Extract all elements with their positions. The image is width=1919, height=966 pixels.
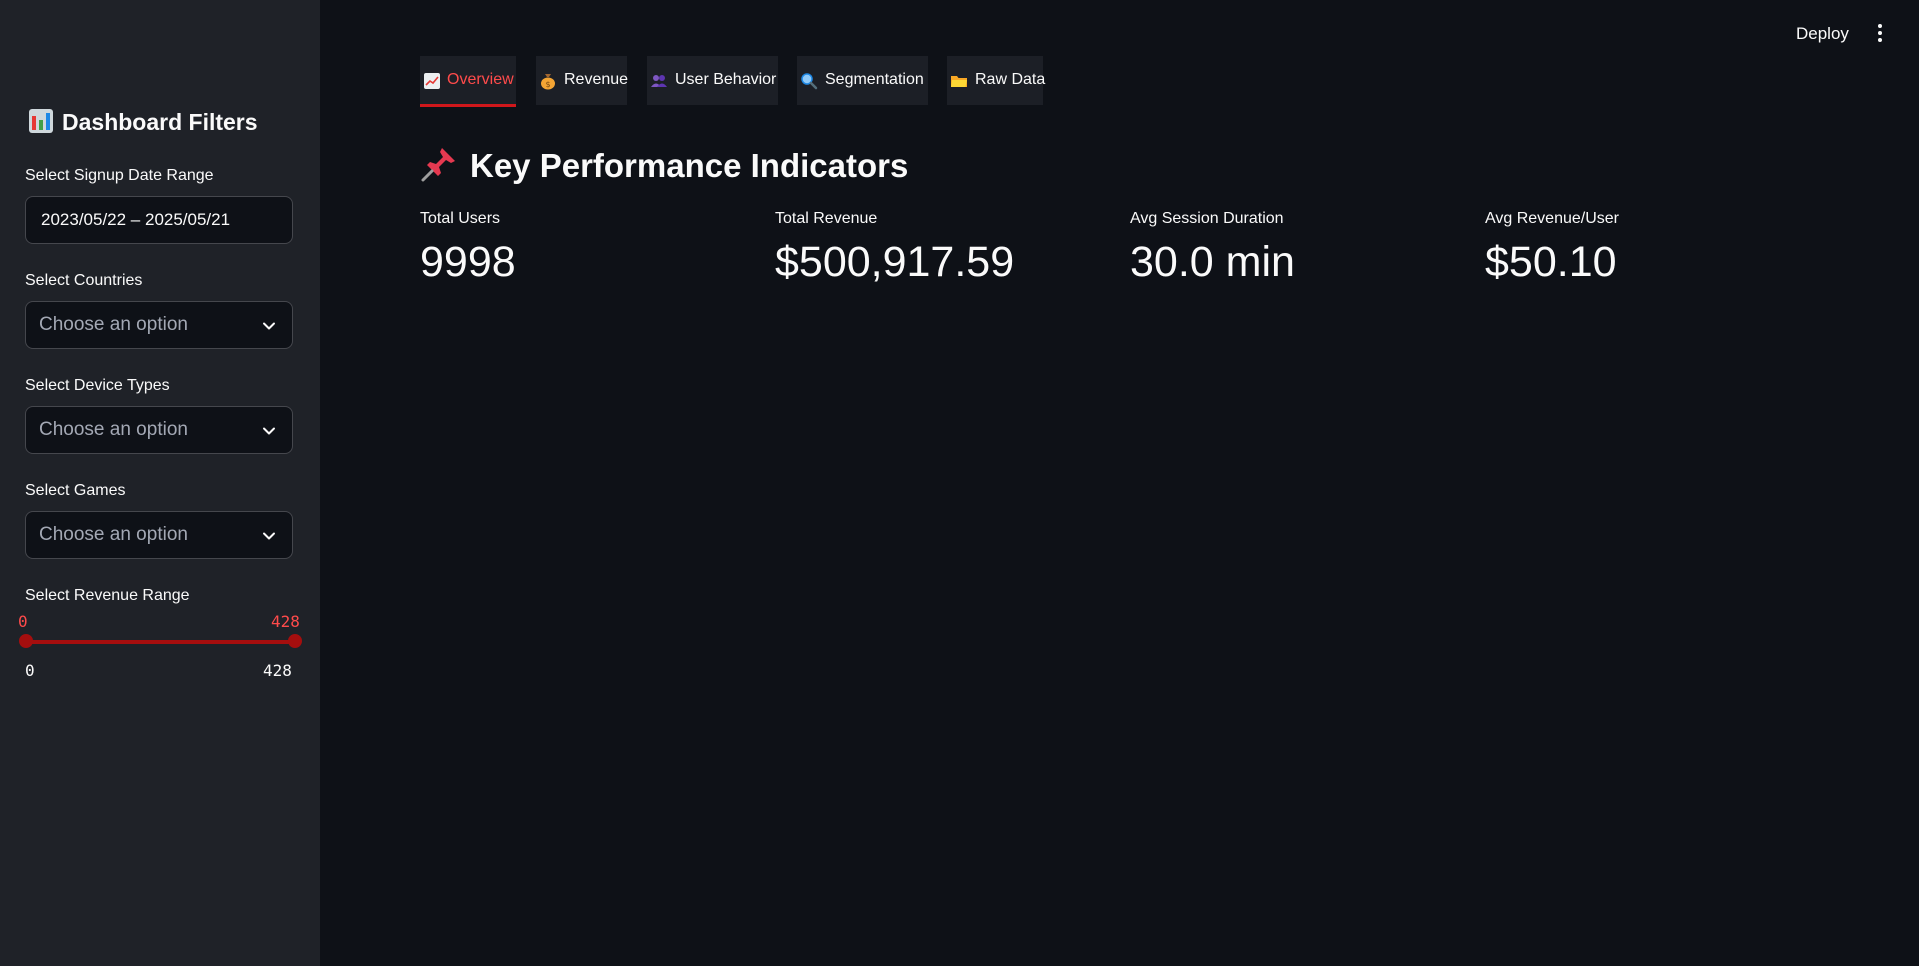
slider-selected-max: 428 bbox=[271, 612, 300, 631]
tab-raw-data[interactable]: Raw Data bbox=[947, 56, 1046, 105]
tab-user-behavior[interactable]: User Behavior bbox=[647, 56, 778, 105]
chevron-down-icon bbox=[263, 532, 275, 540]
metric-avg-session-duration: Avg Session Duration 30.0 min bbox=[1130, 210, 1295, 287]
metric-value: 9998 bbox=[420, 238, 516, 286]
users-icon bbox=[651, 75, 667, 87]
chevron-down-icon bbox=[263, 427, 275, 435]
folder-icon bbox=[951, 76, 967, 87]
games-placeholder: Choose an option bbox=[39, 524, 188, 545]
tab-segmentation[interactable]: Segmentation bbox=[797, 56, 928, 105]
revenue-slider-max-handle[interactable] bbox=[288, 634, 302, 648]
device-types-placeholder: Choose an option bbox=[39, 419, 188, 440]
more-options-icon[interactable] bbox=[1872, 22, 1888, 44]
svg-text:$: $ bbox=[545, 80, 550, 89]
magnifier-icon bbox=[801, 73, 818, 90]
metric-total-users: Total Users 9998 bbox=[420, 210, 516, 287]
revenue-slider-min-handle[interactable] bbox=[19, 634, 33, 648]
games-select[interactable]: Choose an option bbox=[25, 511, 293, 559]
metric-label: Total Users bbox=[420, 210, 501, 227]
chevron-down-icon bbox=[263, 322, 275, 330]
slider-selected-min: 0 bbox=[18, 612, 28, 631]
deploy-button[interactable]: Deploy bbox=[1796, 24, 1849, 43]
sidebar-title-text: Dashboard Filters bbox=[62, 109, 258, 135]
chart-increasing-icon bbox=[424, 73, 440, 89]
metric-label: Avg Revenue/User bbox=[1485, 210, 1619, 227]
section-title-text: Key Performance Indicators bbox=[470, 147, 909, 184]
countries-label: Select Countries bbox=[25, 272, 143, 289]
tab-revenue[interactable]: $ Revenue bbox=[536, 56, 629, 105]
metric-value: 30.0 min bbox=[1130, 238, 1295, 286]
date-range-input[interactable]: 2023/05/22 – 2025/05/21 bbox=[25, 196, 293, 244]
revenue-slider-track[interactable] bbox=[25, 640, 295, 644]
countries-select[interactable]: Choose an option bbox=[25, 301, 293, 349]
tab-label: Segmentation bbox=[825, 71, 924, 88]
device-types-select[interactable]: Choose an option bbox=[25, 406, 293, 454]
metric-label: Avg Session Duration bbox=[1130, 210, 1284, 227]
sidebar: Dashboard Filters Select Signup Date Ran… bbox=[0, 0, 320, 966]
slider-range-min: 0 bbox=[25, 661, 35, 680]
metric-value: $50.10 bbox=[1485, 238, 1617, 286]
date-range-label: Select Signup Date Range bbox=[25, 167, 214, 184]
tab-label: Raw Data bbox=[975, 71, 1046, 88]
metric-avg-revenue-per-user: Avg Revenue/User $50.10 bbox=[1485, 210, 1619, 287]
tab-label: User Behavior bbox=[675, 71, 777, 88]
sidebar-title: Dashboard Filters bbox=[28, 108, 258, 136]
section-title: Key Performance Indicators bbox=[420, 145, 908, 185]
metric-label: Total Revenue bbox=[775, 210, 878, 227]
metric-value: $500,917.59 bbox=[775, 238, 1015, 286]
games-label: Select Games bbox=[25, 482, 126, 499]
tab-overview[interactable]: Overview bbox=[420, 56, 516, 105]
tab-label: Overview bbox=[447, 71, 514, 88]
metric-total-revenue: Total Revenue $500,917.59 bbox=[775, 210, 1014, 287]
money-bag-icon: $ bbox=[541, 74, 555, 90]
device-types-label: Select Device Types bbox=[25, 377, 170, 394]
date-range-value: 2023/05/22 – 2025/05/21 bbox=[41, 210, 231, 229]
countries-placeholder: Choose an option bbox=[39, 314, 188, 335]
slider-range-max: 428 bbox=[263, 661, 292, 680]
bar-chart-icon bbox=[28, 108, 54, 134]
pushpin-icon bbox=[420, 145, 458, 183]
revenue-range-label: Select Revenue Range bbox=[25, 587, 190, 604]
active-tab-indicator bbox=[420, 104, 516, 107]
tab-label: Revenue bbox=[564, 71, 629, 88]
